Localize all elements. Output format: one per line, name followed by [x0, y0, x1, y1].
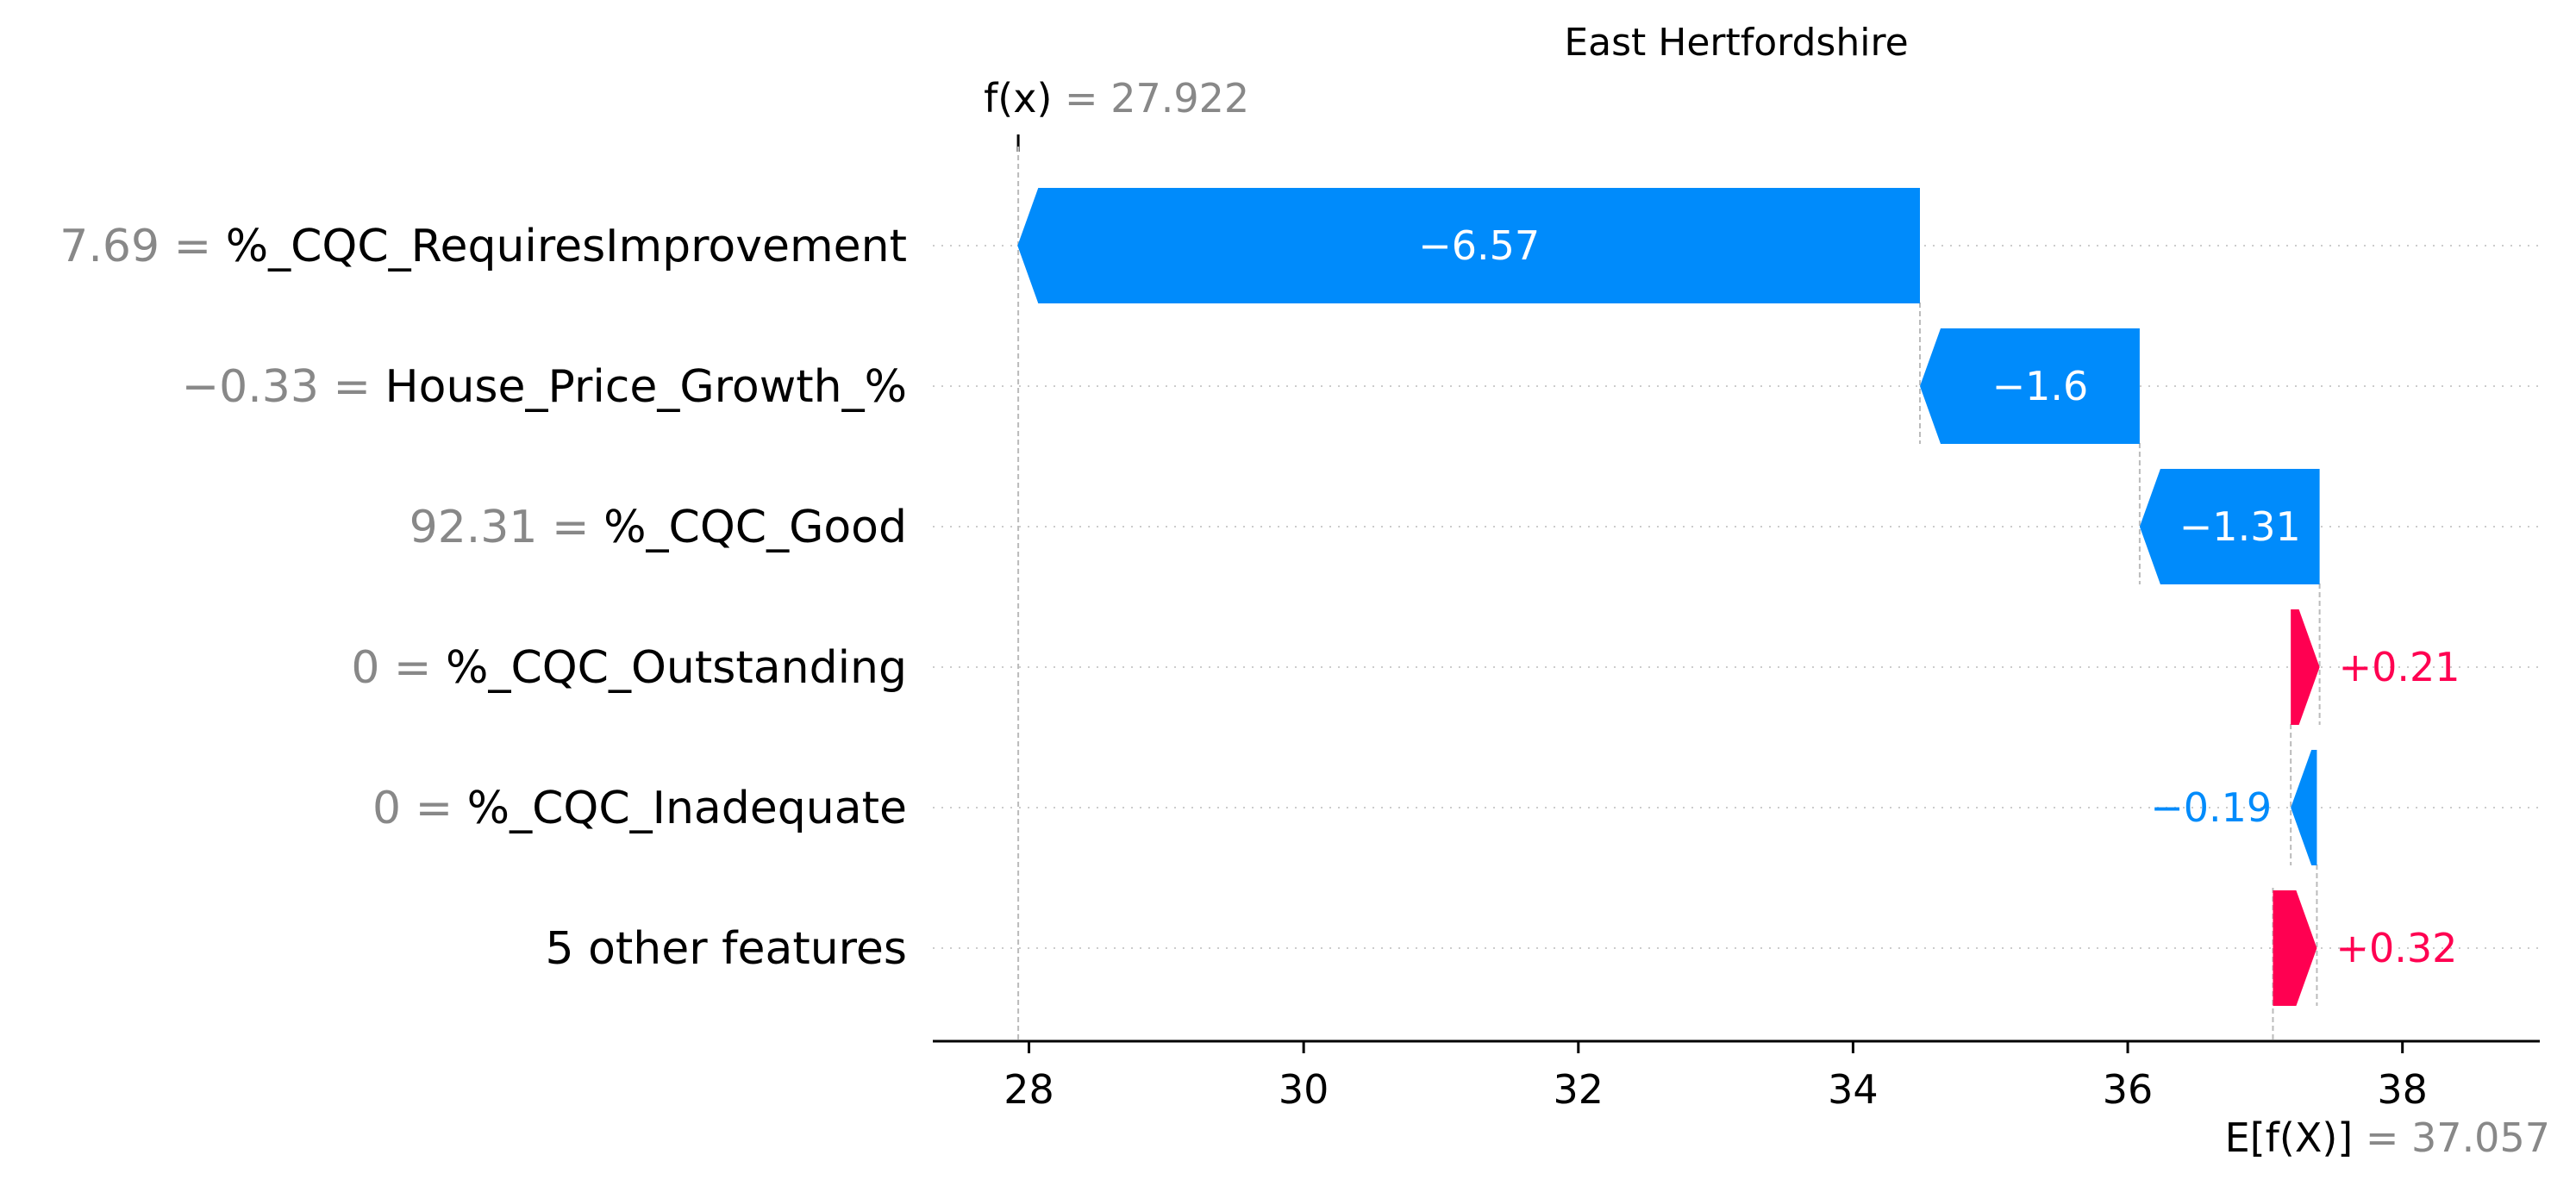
bar-value-label: −1.31 [2179, 503, 2301, 550]
efx-label: E[f(X)] [2225, 1114, 2354, 1161]
fx-value: 27.922 [1110, 75, 1249, 122]
feature-label: 5 other features [545, 923, 907, 975]
negative-bar [1017, 188, 1921, 303]
feature-name: %_CQC_Outstanding [446, 642, 907, 694]
feature-label: 7.69 = %_CQC_RequiresImprovement [59, 221, 907, 272]
feature-value: 7.69 = [59, 221, 225, 272]
bars: −6.57 −1.6 −1.31 +0.21 −0.19 +0.32 [1017, 188, 2460, 1006]
feature-name: %_CQC_RequiresImprovement [226, 221, 907, 272]
bar-value-label: −6.57 [1418, 222, 1540, 269]
feature-labels: 7.69 = %_CQC_RequiresImprovement −0.33 = … [59, 221, 907, 975]
feature-label: 0 = %_CQC_Inadequate [372, 783, 907, 834]
x-tick-label: 28 [1004, 1066, 1054, 1113]
chart-title: East Hertfordshire [1564, 21, 1908, 65]
feature-name: %_CQC_Good [603, 502, 907, 553]
feature-label: −0.33 = House_Price_Growth_% [182, 361, 907, 413]
x-tick-label: 32 [1554, 1066, 1604, 1113]
guide-lines [1017, 147, 2321, 1041]
positive-bar [2291, 609, 2320, 725]
x-tick-label: 34 [1828, 1066, 1879, 1113]
x-tick-label: 38 [2377, 1066, 2428, 1113]
x-tick-label: 36 [2103, 1066, 2154, 1113]
feature-value: 0 = [372, 783, 467, 834]
positive-bar [2273, 890, 2317, 1006]
negative-bar [2139, 469, 2320, 584]
feature-value: 0 = [351, 642, 446, 694]
negative-bar [1920, 328, 2140, 444]
bar-value-label: +0.21 [2339, 644, 2460, 690]
x-tick-label: 30 [1279, 1066, 1329, 1113]
feature-label: 92.31 = %_CQC_Good [410, 502, 907, 553]
feature-name: %_CQC_Inadequate [467, 783, 907, 834]
feature-value: 92.31 = [410, 502, 604, 553]
fx-label: f(x) [984, 75, 1052, 122]
feature-value: −0.33 = [182, 361, 385, 413]
bar-value-label: −0.19 [2150, 784, 2272, 831]
gridlines [933, 245, 2540, 949]
feature-name: 5 other features [545, 923, 907, 975]
efx-annotation: E[f(X)] = 37.057 [2225, 1114, 2550, 1161]
fx-annotation: f(x) = 27.922 [984, 75, 1249, 122]
negative-bar [2291, 750, 2317, 865]
feature-name: House_Price_Growth_% [385, 361, 907, 413]
efx-value: 37.057 [2411, 1114, 2550, 1161]
feature-label: 0 = %_CQC_Outstanding [351, 642, 907, 694]
bar-value-label: +0.32 [2335, 925, 2457, 971]
bar-value-label: −1.6 [1992, 363, 2089, 409]
x-axis-ticks: 28 30 32 34 36 38 [1004, 1041, 2428, 1113]
